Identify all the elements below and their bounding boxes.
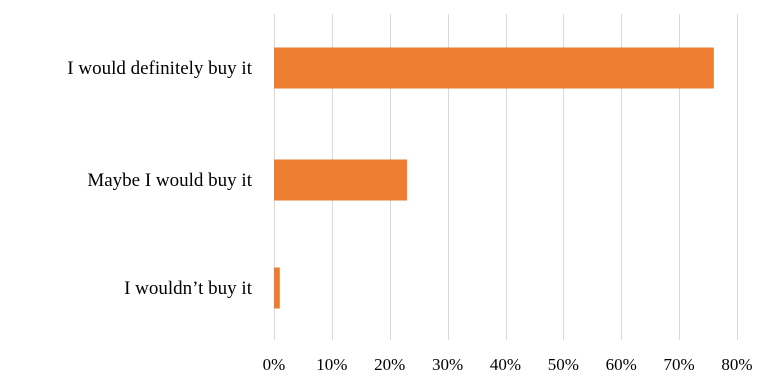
x-tick-label: 50% <box>548 355 579 374</box>
bar-0 <box>274 47 714 89</box>
x-tick-label: 20% <box>374 355 405 374</box>
category-labels: I would definitely buy it Maybe I would b… <box>67 58 252 299</box>
x-tick-label: 60% <box>606 355 637 374</box>
x-tick-label: 70% <box>664 355 695 374</box>
x-tick-label: 10% <box>316 355 347 374</box>
category-label: I would definitely buy it <box>67 58 252 79</box>
x-axis-tick-labels: 0% 10% 20% 30% 40% 50% 60% 70% 80% <box>263 355 753 374</box>
category-label: I wouldn’t buy it <box>124 278 253 299</box>
x-tick-label: 40% <box>490 355 521 374</box>
category-label: Maybe I would buy it <box>87 170 252 191</box>
bar-2 <box>274 267 280 309</box>
bars <box>274 47 714 309</box>
x-tick-label: 0% <box>263 355 286 374</box>
x-tick-label: 30% <box>432 355 463 374</box>
x-tick-label: 80% <box>721 355 752 374</box>
bar-1 <box>274 159 408 201</box>
